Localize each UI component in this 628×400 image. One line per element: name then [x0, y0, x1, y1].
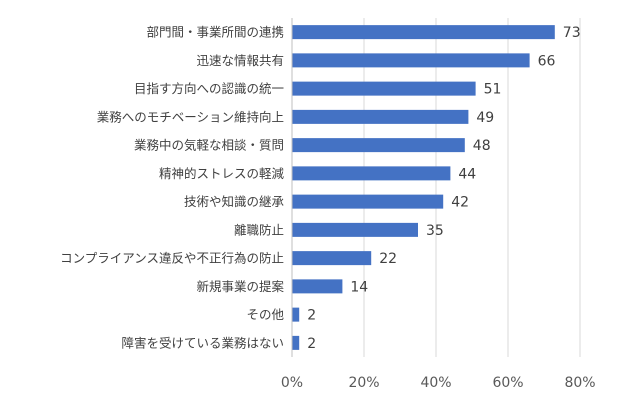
category-label: その他 [246, 307, 284, 322]
category-label: 新規事業の提案 [196, 279, 284, 294]
category-label: 迅速な情報共有 [196, 53, 284, 68]
category-label: コンプライアンス違反や不正行為の防止 [60, 251, 284, 266]
bar [292, 307, 300, 322]
data-label: 35 [426, 223, 444, 239]
bar [292, 25, 555, 40]
data-label: 42 [451, 195, 469, 211]
data-label: 51 [484, 82, 502, 98]
data-label: 44 [458, 166, 476, 182]
x-tick-label: 80% [564, 375, 595, 391]
category-label: 目指す方向への認識の統一 [134, 81, 284, 96]
data-label: 73 [563, 25, 581, 41]
bar [292, 138, 465, 153]
bar [292, 222, 418, 237]
labels: 0% 20% 40% 60% 80% 部門間・事業所間の連携 73 迅速な情報共有 66 目指す方… [60, 25, 595, 391]
bar [292, 279, 343, 294]
x-tick-label: 20% [348, 375, 379, 391]
data-label: 66 [538, 53, 556, 69]
bars [292, 25, 555, 350]
bar [292, 251, 372, 266]
data-label: 49 [476, 110, 494, 126]
category-label: 精神的ストレスの軽減 [159, 166, 285, 181]
data-label: 2 [307, 336, 316, 352]
category-label: 離職防止 [234, 222, 284, 237]
bar [292, 335, 300, 350]
bar [292, 194, 444, 209]
data-label: 48 [473, 138, 491, 154]
bar [292, 166, 451, 181]
category-label: 業務へのモチベーション維持向上 [97, 109, 284, 124]
x-tick-label: 0% [281, 375, 303, 391]
data-label: 14 [350, 279, 368, 295]
bar [292, 81, 476, 96]
category-label: 業務中の気軽な相談・質問 [134, 138, 284, 153]
gridlines [363, 18, 581, 357]
category-label: 部門間・事業所間の連携 [146, 25, 284, 40]
bar [292, 53, 530, 68]
category-label: 技術や知識の継承 [184, 194, 285, 209]
x-tick-label: 60% [492, 375, 523, 391]
category-label: 障害を受けている業務はない [121, 335, 284, 350]
x-tick-label: 40% [420, 375, 451, 391]
bar [292, 109, 469, 124]
data-label: 22 [379, 251, 397, 267]
data-label: 2 [307, 308, 316, 324]
